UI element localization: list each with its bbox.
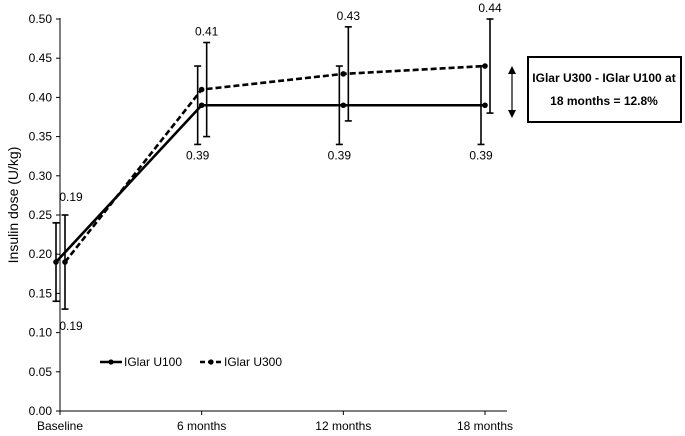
y-tick-label: 0.20 <box>29 247 53 261</box>
annotation-arrow-down-head <box>508 110 516 118</box>
difference-annotation: IGlar U300 - IGlar U100 at 18 months = 1… <box>508 56 682 123</box>
data-label-u300: 0.43 <box>337 9 361 23</box>
data-point-u100 <box>53 259 59 265</box>
data-label-u300: 0.44 <box>478 1 502 15</box>
y-tick-label: 0.00 <box>29 404 53 418</box>
annotation-line-2: 18 months = 12.8% <box>550 94 658 108</box>
series-layer <box>52 18 494 310</box>
baseline-label-lower: 0.19 <box>59 319 83 333</box>
annotation-box <box>527 56 682 123</box>
x-tick-label: 12 months <box>315 419 371 433</box>
data-label-u100: 0.39 <box>328 148 352 162</box>
legend-label-u300: IGlar U300 <box>224 355 282 369</box>
y-tick-label: 0.30 <box>29 169 53 183</box>
series-line-u300 <box>63 64 486 263</box>
data-label-u100: 0.39 <box>469 148 493 162</box>
data-point-u300 <box>340 71 347 77</box>
data-point-u100 <box>198 102 205 109</box>
axes: 0.00 0.05 0.10 0.15 0.20 0.25 0.30 0.35 0.40 0.45… <box>29 12 513 433</box>
y-tick-label: 0.10 <box>29 326 53 340</box>
series-line-u100 <box>55 103 485 263</box>
y-tick-label: 0.25 <box>29 208 53 222</box>
legend-label-u100: IGlar U100 <box>124 355 182 369</box>
legend-marker-u100 <box>108 359 114 365</box>
y-tick-label: 0.05 <box>29 365 53 379</box>
data-point-u300 <box>198 86 205 93</box>
annotation-line-1: IGlar U300 - IGlar U100 at <box>532 71 675 85</box>
y-axis-title: Insulin dose (U/kg) <box>5 147 21 264</box>
legend-marker-u300 <box>208 359 214 365</box>
y-tick-label: 0.40 <box>29 90 53 104</box>
y-tick-label: 0.50 <box>29 12 53 26</box>
data-point-u300 <box>482 63 488 69</box>
baseline-label-upper: 0.19 <box>59 190 83 204</box>
data-point-u100 <box>340 102 347 109</box>
y-tick-label: 0.15 <box>29 286 53 300</box>
data-labels: 0.39 0.39 0.39 0.41 0.43 0.44 0.19 0.19 <box>59 1 502 333</box>
y-tick-label: 0.45 <box>29 51 53 65</box>
x-tick-label: Baseline <box>37 419 83 433</box>
y-tick-label: 0.35 <box>29 130 53 144</box>
legend: IGlar U100 IGlar U300 <box>100 355 282 369</box>
x-tick-label: 18 months <box>457 419 513 433</box>
annotation-arrow-up-head <box>508 66 516 74</box>
data-point-u300 <box>62 259 68 265</box>
data-label-u100: 0.39 <box>186 148 210 162</box>
x-tick-label: 6 months <box>177 419 226 433</box>
data-point-u100 <box>482 102 488 109</box>
data-label-u300: 0.41 <box>195 25 219 39</box>
